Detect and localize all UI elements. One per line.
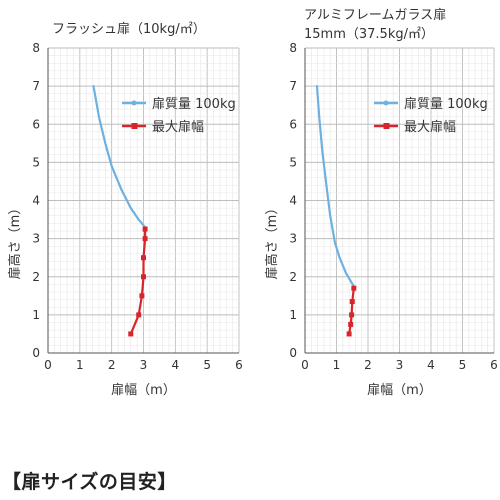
- data-point-marker: [136, 312, 142, 318]
- series-door-weight-100kg: [315, 85, 355, 288]
- y-axis-label: 扉高さ（m）: [7, 202, 23, 280]
- y-tick-label: 0: [289, 346, 297, 360]
- data-point-marker: [128, 331, 134, 337]
- x-tick-label: 6: [235, 358, 243, 372]
- x-tick-label: 5: [203, 358, 211, 372]
- y-tick-label: 7: [32, 79, 40, 93]
- chart-panel-2: 0 1 2 3 4 5 6 0 1 2 3 4 5 6 7 8 扉幅（m） 扉高さ（m） アルミフレームガラス扉 15…: [264, 7, 498, 398]
- legend-swatch-marker: [383, 100, 389, 106]
- x-tick-label: 5: [459, 358, 467, 372]
- data-point-marker: [351, 285, 357, 291]
- x-tick-label: 4: [427, 358, 435, 372]
- data-point-marker: [139, 293, 145, 299]
- series-door-weight-100kg: [92, 85, 147, 229]
- y-tick-label: 4: [289, 194, 297, 208]
- data-point-marker: [141, 274, 146, 280]
- data-point-marker: [349, 312, 355, 318]
- legend-label: 扉質量 100kg: [152, 96, 236, 112]
- y-tick-label: 2: [289, 270, 297, 284]
- chart-subtitle: 15mm（37.5kg/㎡）: [304, 27, 434, 42]
- y-tick-label: 0: [32, 346, 40, 360]
- grid: [47, 47, 240, 354]
- legend-swatch-marker: [383, 123, 390, 129]
- y-tick-label: 5: [32, 155, 40, 169]
- x-tick-label: 0: [301, 358, 309, 372]
- x-tick-label: 0: [44, 358, 52, 372]
- data-point-marker: [348, 321, 354, 327]
- legend: 扉質量 100kg 最大扉幅: [374, 96, 488, 135]
- y-tick-label: 1: [32, 308, 40, 322]
- x-tick-label: 6: [490, 358, 498, 372]
- chart-title: フラッシュ扉（10kg/㎡）: [52, 21, 206, 37]
- y-tick-label: 8: [289, 41, 297, 55]
- x-tick-label: 2: [108, 358, 116, 372]
- y-tick-label: 3: [32, 232, 40, 246]
- x-axis-label: 扉幅（m）: [367, 382, 432, 398]
- legend-swatch-marker: [131, 100, 137, 106]
- x-tick-label: 2: [364, 358, 372, 372]
- y-axis-label: 扉高さ（m）: [264, 202, 280, 280]
- y-tick-label: 1: [289, 308, 297, 322]
- legend-label: 最大扉幅: [152, 119, 204, 135]
- y-tick-label: 7: [289, 79, 297, 93]
- y-tick-label: 6: [289, 117, 297, 131]
- x-tick-label: 4: [172, 358, 180, 372]
- legend-label: 最大扉幅: [404, 119, 456, 135]
- chart-panel-1: 0 1 2 3 4 5 6 0 1 2 3 4 5 6 7 8 扉幅（m） 扉高さ（m） フラッシュ扉（10kg/㎡…: [7, 21, 243, 398]
- data-point-marker: [142, 236, 148, 242]
- grid: [304, 47, 495, 354]
- y-tick-label: 4: [32, 194, 40, 208]
- x-tick-label: 1: [76, 358, 84, 372]
- footer-caption: 【扉サイズの目安】: [2, 471, 177, 493]
- y-tick-label: 5: [289, 155, 297, 169]
- data-point-marker: [141, 255, 146, 261]
- legend-swatch-marker: [131, 123, 138, 129]
- series-max-door-width: [346, 285, 357, 337]
- x-tick-label: 3: [140, 358, 148, 372]
- data-point-marker: [346, 331, 352, 337]
- chart-title: アルミフレームガラス扉: [304, 7, 446, 23]
- legend: 扉質量 100kg 最大扉幅: [122, 96, 236, 135]
- series-line: [315, 85, 355, 288]
- series-max-door-width: [128, 226, 148, 337]
- legend-label: 扉質量 100kg: [404, 96, 488, 112]
- y-tick-label: 3: [289, 232, 297, 246]
- y-tick-label: 2: [32, 270, 40, 284]
- x-tick-label: 3: [396, 358, 404, 372]
- x-axis-label: 扉幅（m）: [111, 382, 176, 398]
- x-tick-label: 1: [333, 358, 341, 372]
- data-point-marker: [142, 226, 148, 232]
- chart-figure: 0 1 2 3 4 5 6 0 1 2 3 4 5 6 7 8 扉幅（m） 扉高さ（m） フラッシュ扉（10kg/㎡…: [7, 7, 498, 398]
- data-point-marker: [349, 299, 355, 305]
- y-tick-label: 8: [32, 41, 40, 55]
- series-line: [92, 85, 147, 229]
- y-tick-label: 6: [32, 117, 40, 131]
